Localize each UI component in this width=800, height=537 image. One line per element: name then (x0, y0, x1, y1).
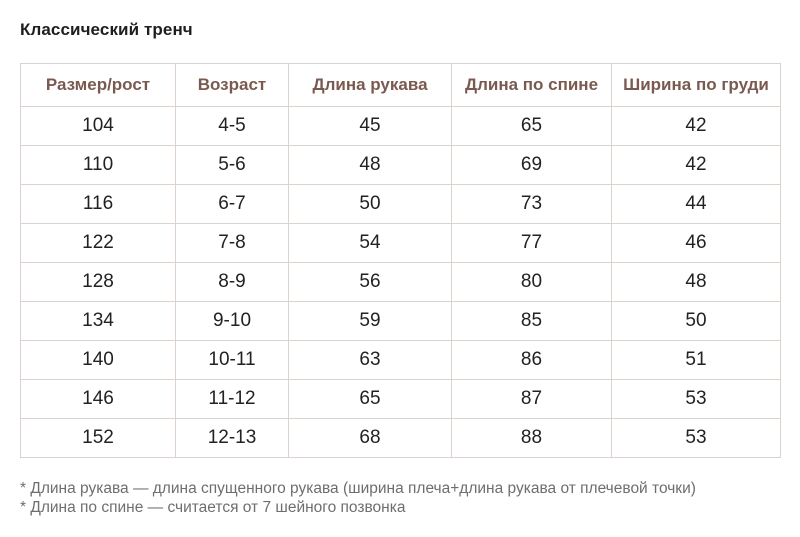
cell-sleeve-length: 48 (288, 145, 452, 185)
cell-back-length: 86 (451, 340, 612, 380)
column-header-chest-width: Ширина по груди (611, 63, 781, 107)
page-title: Классический тренч (20, 20, 193, 39)
table-row: 146 11-12 65 87 53 (20, 379, 781, 419)
cell-chest-width: 48 (611, 262, 781, 302)
cell-sleeve-length: 50 (288, 184, 452, 224)
cell-size: 122 (20, 223, 176, 263)
cell-age: 12-13 (175, 418, 289, 458)
cell-back-length: 77 (451, 223, 612, 263)
table-row: 116 6-7 50 73 44 (20, 184, 781, 224)
cell-sleeve-length: 68 (288, 418, 452, 458)
cell-sleeve-length: 54 (288, 223, 452, 263)
table-row: 140 10-11 63 86 51 (20, 340, 781, 380)
column-header-back-length: Длина по спине (451, 63, 612, 107)
cell-size: 104 (20, 106, 176, 146)
table-row: 128 8-9 56 80 48 (20, 262, 781, 302)
cell-age: 10-11 (175, 340, 289, 380)
table-row: 152 12-13 68 88 53 (20, 418, 781, 458)
cell-size: 116 (20, 184, 176, 224)
cell-back-length: 65 (451, 106, 612, 146)
footnotes: * Длина рукава — длина спущенного рукава… (20, 479, 696, 517)
cell-chest-width: 53 (611, 379, 781, 419)
footnote-back: * Длина по спине — считается от 7 шейног… (20, 499, 406, 516)
cell-chest-width: 53 (611, 418, 781, 458)
cell-age: 9-10 (175, 301, 289, 341)
cell-chest-width: 50 (611, 301, 781, 341)
column-header-sleeve-length: Длина рукава (288, 63, 452, 107)
cell-sleeve-length: 63 (288, 340, 452, 380)
cell-age: 6-7 (175, 184, 289, 224)
cell-sleeve-length: 59 (288, 301, 452, 341)
cell-size: 146 (20, 379, 176, 419)
cell-back-length: 73 (451, 184, 612, 224)
cell-age: 8-9 (175, 262, 289, 302)
table-row: 122 7-8 54 77 46 (20, 223, 781, 263)
cell-age: 11-12 (175, 379, 289, 419)
table-row: 134 9-10 59 85 50 (20, 301, 781, 341)
cell-size: 152 (20, 418, 176, 458)
cell-age: 7-8 (175, 223, 289, 263)
cell-chest-width: 42 (611, 106, 781, 146)
cell-back-length: 87 (451, 379, 612, 419)
footnote-sleeve: * Длина рукава — длина спущенного рукава… (20, 480, 696, 497)
table-row: 110 5-6 48 69 42 (20, 145, 781, 185)
cell-back-length: 88 (451, 418, 612, 458)
cell-chest-width: 42 (611, 145, 781, 185)
cell-sleeve-length: 65 (288, 379, 452, 419)
column-header-size: Размер/рост (20, 63, 176, 107)
cell-size: 110 (20, 145, 176, 185)
cell-size: 128 (20, 262, 176, 302)
table-header-row: Размер/рост Возраст Длина рукава Длина п… (20, 63, 781, 107)
cell-back-length: 80 (451, 262, 612, 302)
cell-size: 140 (20, 340, 176, 380)
cell-sleeve-length: 56 (288, 262, 452, 302)
cell-back-length: 85 (451, 301, 612, 341)
table-row: 104 4-5 45 65 42 (20, 106, 781, 146)
cell-chest-width: 46 (611, 223, 781, 263)
cell-size: 134 (20, 301, 176, 341)
cell-back-length: 69 (451, 145, 612, 185)
cell-chest-width: 51 (611, 340, 781, 380)
table-body: 104 4-5 45 65 42 110 5-6 48 69 42 116 6-7 50 73 44 122 7… (20, 106, 781, 458)
column-header-age: Возраст (175, 63, 289, 107)
cell-sleeve-length: 45 (288, 106, 452, 146)
cell-age: 5-6 (175, 145, 289, 185)
cell-chest-width: 44 (611, 184, 781, 224)
cell-age: 4-5 (175, 106, 289, 146)
size-chart-table: Размер/рост Возраст Длина рукава Длина п… (20, 63, 781, 458)
